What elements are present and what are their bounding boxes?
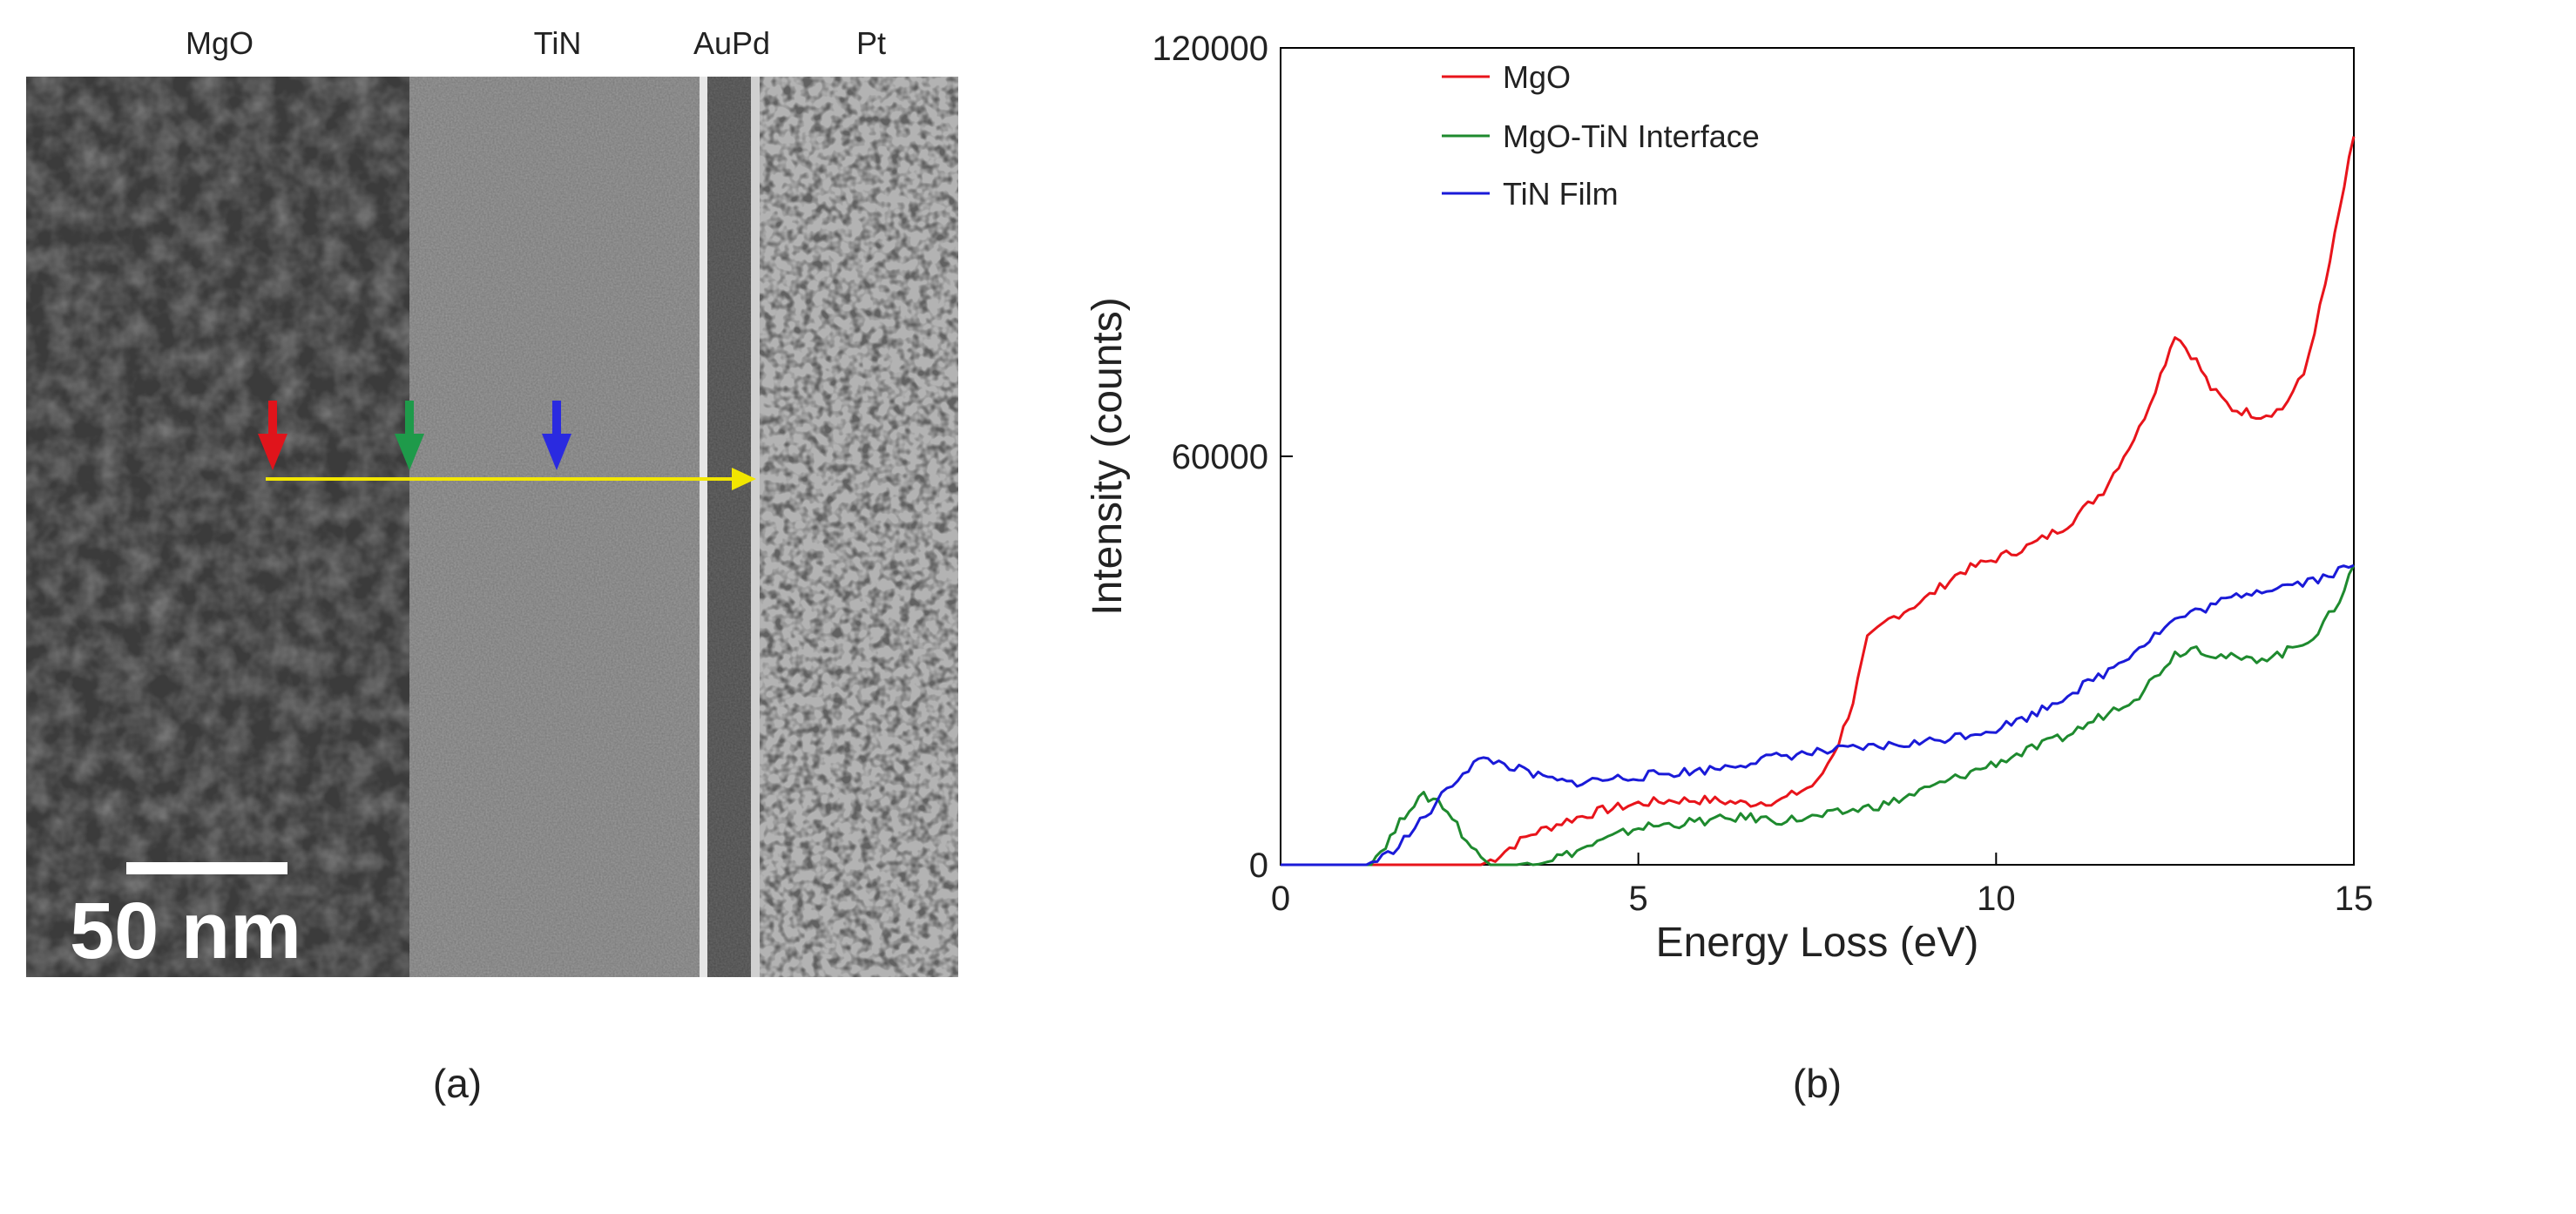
y-tick-label-2: 120000 <box>1153 30 1268 68</box>
x-tick-label-2: 10 <box>1977 880 2016 918</box>
y-tick-label-1: 60000 <box>1172 438 1268 476</box>
y-tick-label-0: 0 <box>1249 846 1268 885</box>
tem-micrograph-panel: MgO TiN AuPd Pt <box>26 25 958 1106</box>
eels-chart-panel: 0 5 10 15 0 60000 120000 Energy Loss (eV) Inte… <box>1085 30 2373 1106</box>
series-line-tin-film <box>1281 563 2355 867</box>
legend-label-mgo: MgO <box>1503 59 1571 95</box>
x-axis-label: Energy Loss (eV) <box>1656 920 1979 966</box>
x-tick-label-0: 0 <box>1271 880 1290 918</box>
x-tick-label-3: 15 <box>2335 880 2374 918</box>
plot-area-frame <box>1280 47 2355 866</box>
blue-marker-arrow <box>542 401 571 470</box>
tick-labels: 0 5 10 15 0 60000 120000 <box>1153 30 2374 918</box>
red-marker-arrow <box>258 401 287 470</box>
legend: MgO MgO-TiN Interface TiN Film <box>1442 59 1760 212</box>
y-axis-label: Intensity (counts) <box>1085 297 1131 615</box>
series-line-mgo-tin-interface <box>1281 564 2356 867</box>
caption-b: (b) <box>1793 1061 1842 1106</box>
scale-bar-label: 50 nm <box>70 887 301 975</box>
scale-bar <box>126 862 287 874</box>
layer-label-tin: TiN <box>534 25 582 61</box>
layer-label-pt: Pt <box>856 25 886 61</box>
interface-line <box>700 77 707 977</box>
caption-a: (a) <box>433 1061 482 1106</box>
x-tick-label-1: 5 <box>1629 880 1648 918</box>
legend-label-tin-film: TiN Film <box>1503 176 1619 212</box>
legend-label-interface: MgO-TiN Interface <box>1503 118 1760 154</box>
green-marker-arrow <box>395 401 424 470</box>
axis-ticks <box>1280 47 2355 866</box>
series-line-mgo <box>1281 136 2356 867</box>
micrograph-image <box>26 77 958 977</box>
series-lines <box>1281 136 2356 867</box>
layer-label-mgo: MgO <box>186 25 254 61</box>
layer-label-aupd: AuPd <box>693 25 770 61</box>
line-profile-arrow <box>266 468 756 490</box>
